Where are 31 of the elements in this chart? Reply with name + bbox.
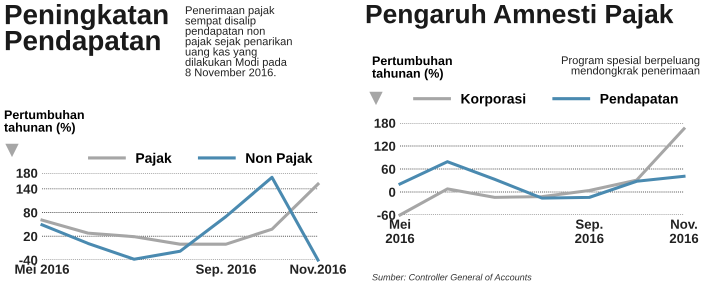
y-tick-label: 180 bbox=[16, 168, 38, 178]
x-tick-label: Mei 2016 bbox=[386, 219, 414, 244]
x-tick-label: Sep. 2016 bbox=[575, 220, 604, 244]
y-tick-label: 80 bbox=[24, 208, 38, 218]
legend-label: Pendapatan bbox=[600, 93, 678, 106]
x-tick-label: Nov.2016 bbox=[290, 264, 346, 274]
legend-label: Korporasi bbox=[461, 93, 526, 106]
y-tick-label: 140 bbox=[16, 184, 38, 194]
line-series bbox=[40, 182, 320, 246]
x-tick-label: Mei 2016 bbox=[15, 264, 70, 274]
text: Sumber: Controller General of Accounts bbox=[372, 274, 532, 280]
y-tick-label: -40 bbox=[19, 256, 38, 265]
y-tick-label: 180 bbox=[374, 118, 396, 128]
y-axis-title: Pertumbuhan tahunan (%) bbox=[372, 56, 452, 80]
legend-label: Pajak bbox=[136, 152, 172, 166]
legend-label: Non Pajak bbox=[246, 152, 312, 166]
line-series bbox=[398, 127, 686, 217]
line-series bbox=[398, 160, 686, 200]
line-series bbox=[40, 176, 320, 262]
y-axis-title: Pertumbuhan tahunan (%) bbox=[4, 110, 84, 134]
chart-subtitle: Program spesial berpeluang mendongkrak penerimaan bbox=[562, 56, 700, 77]
y-tick-label: 60 bbox=[382, 164, 396, 174]
chart-title: Peningkatan Pendapatan bbox=[6, 4, 168, 56]
y-tick-label: -60 bbox=[377, 210, 396, 220]
y-tick-label: 120 bbox=[374, 142, 396, 151]
chart-title: Pengaruh Amnesti Pajak bbox=[366, 4, 674, 29]
chart-subtitle: Penerimaan pajak sempat disalip pendapatan non pajak sejak penarikan uang kas yang dilakukan Modi pada 8 November 2016. bbox=[185, 6, 292, 76]
y-tick-label: 0 bbox=[389, 188, 396, 197]
y-tick-label: 20 bbox=[24, 232, 38, 242]
x-tick-label: Nov. 2016 bbox=[670, 220, 698, 244]
x-tick-label: Sep. 2016 bbox=[196, 264, 256, 276]
